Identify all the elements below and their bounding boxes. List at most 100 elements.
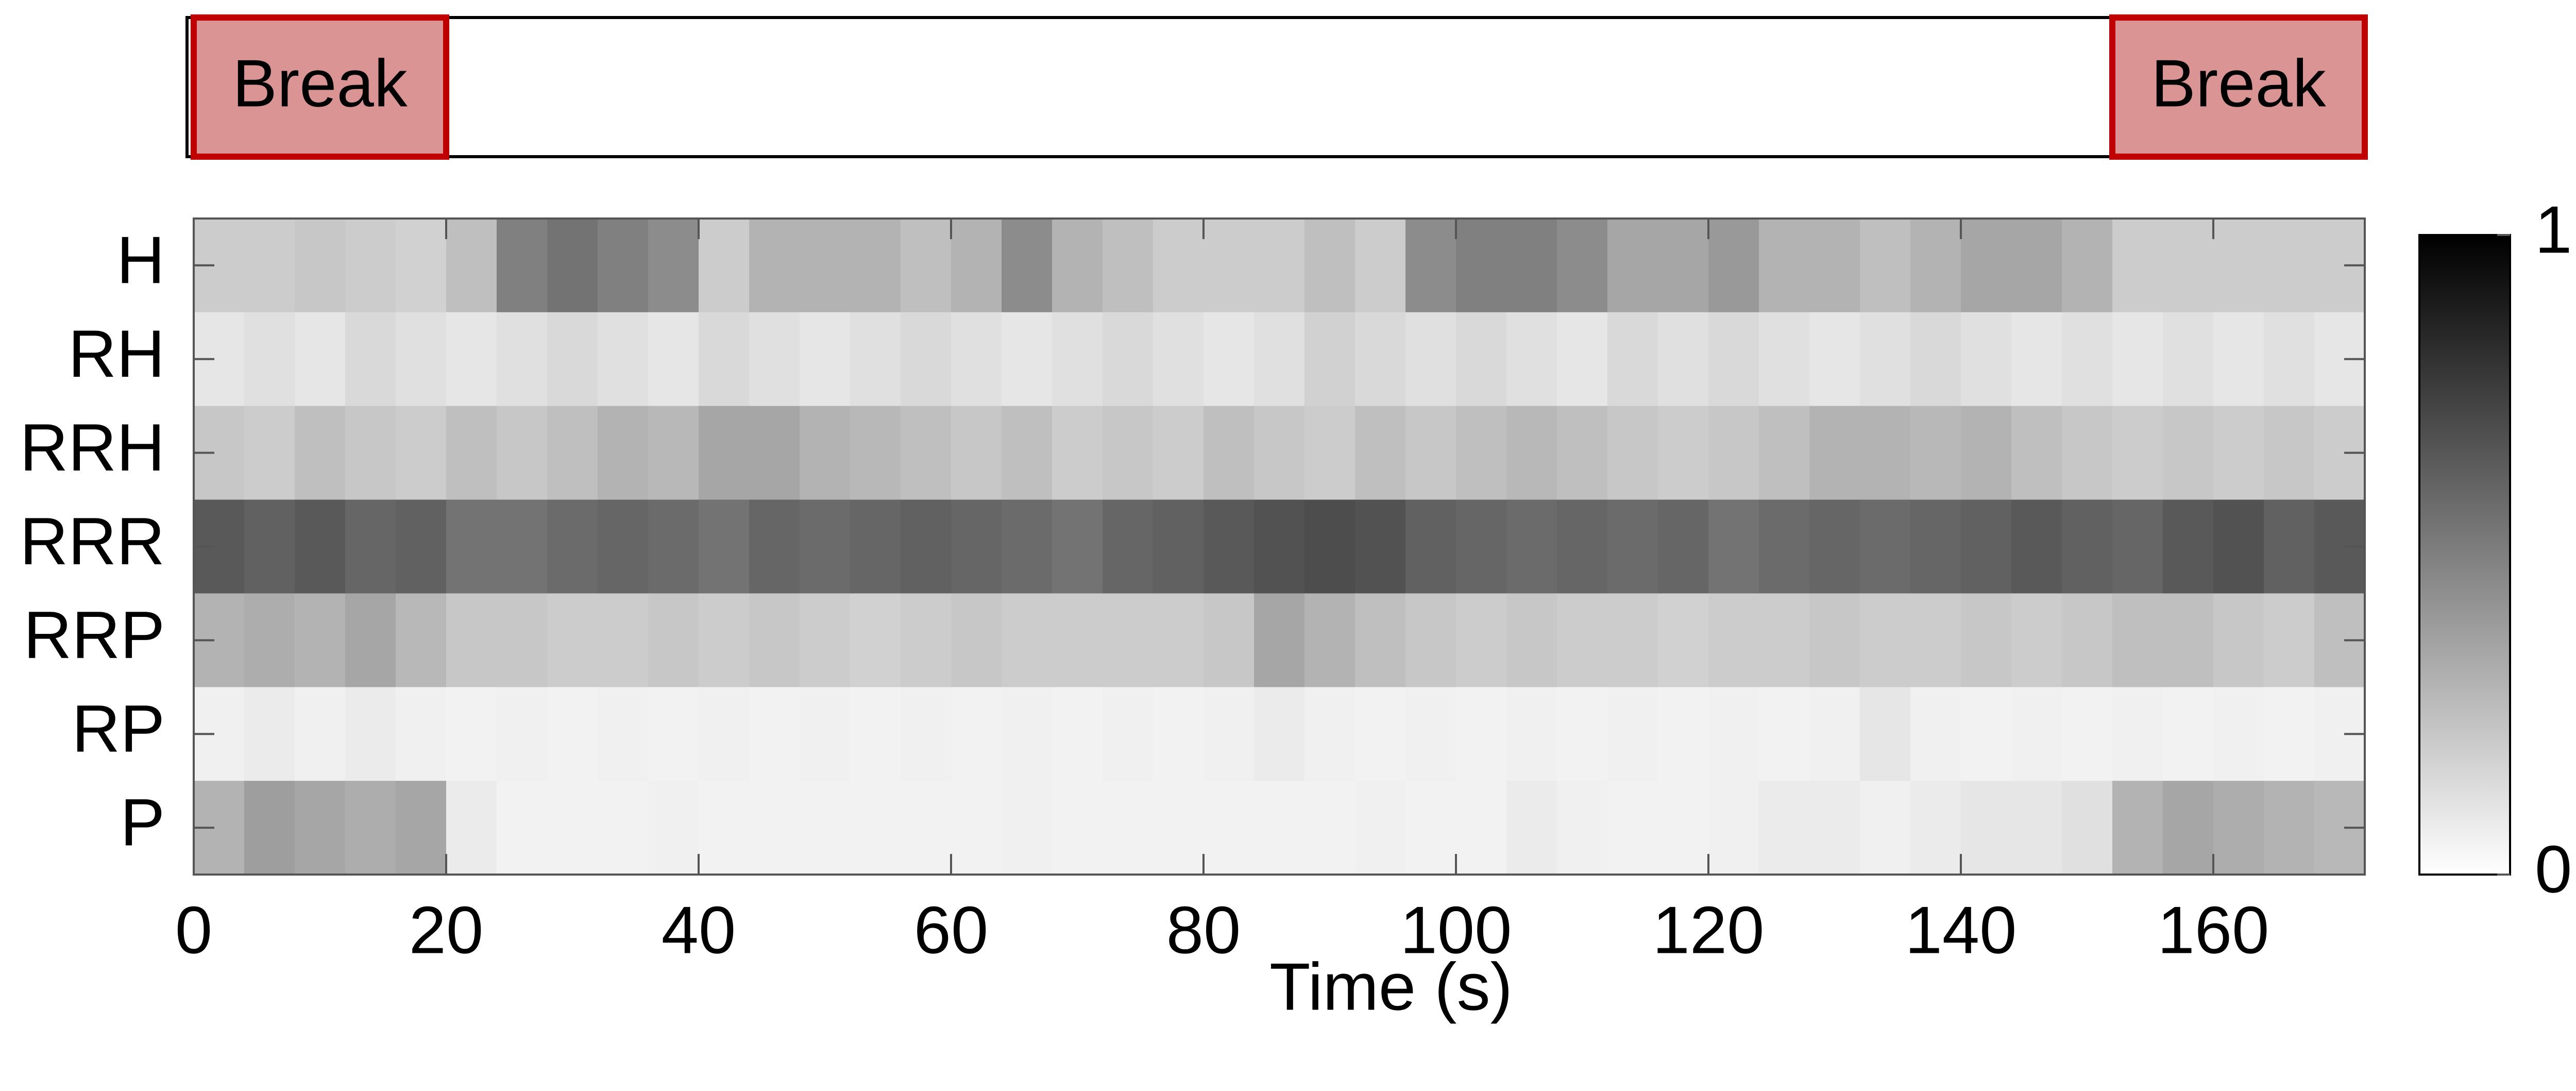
heat-cell — [1708, 219, 1759, 313]
heat-cell — [1002, 312, 1053, 407]
heat-cell — [2011, 312, 2062, 407]
heat-cell — [1002, 499, 1053, 594]
heat-cell — [1658, 219, 1709, 313]
heat-cell — [2213, 687, 2264, 781]
x-tick-label: 20 — [409, 892, 484, 967]
heat-cell — [850, 406, 901, 500]
heat-cell — [1456, 687, 1507, 781]
heat-cell — [2163, 593, 2214, 687]
heat-cell — [295, 499, 346, 594]
heat-cell — [1961, 593, 2012, 687]
y-tick-label: RH — [68, 316, 165, 391]
heat-cell — [1860, 406, 1911, 500]
heat-cell — [497, 593, 548, 687]
colorbar — [2418, 234, 2511, 876]
heat-cell — [1961, 687, 2012, 781]
heat-cell — [2062, 499, 2113, 594]
heat-cell — [1607, 499, 1658, 594]
heat-cell — [1052, 687, 1103, 781]
heat-cell — [951, 781, 1002, 875]
heat-cell — [295, 781, 346, 875]
heat-cell — [2213, 312, 2264, 407]
heat-cell — [800, 687, 851, 781]
heat-cell — [1153, 312, 1204, 407]
y-tick-label: RP — [72, 691, 165, 766]
heat-cell — [2163, 499, 2214, 594]
heat-cell — [1355, 593, 1406, 687]
heat-cell — [396, 499, 447, 594]
heat-cell — [345, 406, 396, 500]
break-box — [2109, 14, 2368, 160]
heat-cell — [1153, 499, 1204, 594]
heat-cell — [1204, 219, 1255, 313]
break-label: Break — [2151, 45, 2327, 121]
heat-cell — [2062, 781, 2113, 875]
heat-cell — [749, 781, 800, 875]
heat-cell — [396, 593, 447, 687]
heat-cell — [951, 312, 1002, 407]
x-axis-label: Time (s) — [1269, 949, 1513, 1024]
heat-cell — [547, 312, 598, 407]
heat-cell — [1355, 499, 1406, 594]
heat-cell — [850, 781, 901, 875]
heat-cell — [1405, 312, 1456, 407]
heat-cell — [598, 593, 649, 687]
heat-cell — [850, 312, 901, 407]
heat-cell — [2112, 406, 2163, 500]
heat-cell — [1254, 312, 1305, 407]
heat-cell — [1658, 312, 1709, 407]
colorbar-tick-label: 0 — [2535, 831, 2572, 907]
heat-cell — [1809, 312, 1860, 407]
heat-cell — [2213, 219, 2264, 313]
heat-cell — [244, 406, 295, 500]
heat-cell — [1607, 593, 1658, 687]
x-tick-label: 80 — [1166, 892, 1241, 967]
y-tick-label: P — [120, 784, 165, 860]
heat-cell — [699, 687, 750, 781]
heat-cell — [345, 781, 396, 875]
heat-cell — [951, 593, 1002, 687]
heat-cell — [1809, 593, 1860, 687]
heat-cell — [598, 687, 649, 781]
heat-cell — [1910, 219, 1961, 313]
heat-cell — [2163, 312, 2214, 407]
y-tick-label: RRR — [20, 503, 165, 579]
heat-cell — [901, 406, 952, 500]
heat-cell — [2011, 781, 2062, 875]
y-tick-label: H — [116, 222, 165, 297]
heat-cell — [699, 781, 750, 875]
heat-cell — [2163, 219, 2214, 313]
heat-cell — [244, 593, 295, 687]
heat-cell — [1809, 687, 1860, 781]
heat-cell — [1405, 499, 1456, 594]
heat-cell — [1456, 593, 1507, 687]
heat-cell — [547, 687, 598, 781]
heat-cell — [1456, 499, 1507, 594]
heat-cell — [1103, 499, 1154, 594]
heat-cell — [951, 687, 1002, 781]
heat-cell — [648, 781, 699, 875]
heat-cell — [951, 406, 1002, 500]
heat-cell — [1860, 781, 1911, 875]
heat-cell — [244, 499, 295, 594]
heat-cell — [1759, 687, 1810, 781]
heat-cell — [648, 499, 699, 594]
heat-cell — [2213, 781, 2264, 875]
heat-cell — [901, 499, 952, 594]
heat-cell — [1355, 781, 1406, 875]
heat-cell — [1809, 781, 1860, 875]
heat-cell — [547, 219, 598, 313]
heat-cell — [1002, 781, 1053, 875]
heat-cell — [1961, 312, 2012, 407]
heat-cell — [295, 312, 346, 407]
heat-cell — [295, 593, 346, 687]
heat-cell — [1052, 781, 1103, 875]
heat-cell — [1355, 406, 1406, 500]
heat-cell — [1557, 687, 1608, 781]
heat-cell — [1405, 687, 1456, 781]
heat-cell — [396, 219, 447, 313]
heat-cell — [1506, 781, 1557, 875]
heat-cell — [1809, 219, 1860, 313]
heat-cell — [396, 687, 447, 781]
heat-cell — [1153, 593, 1204, 687]
